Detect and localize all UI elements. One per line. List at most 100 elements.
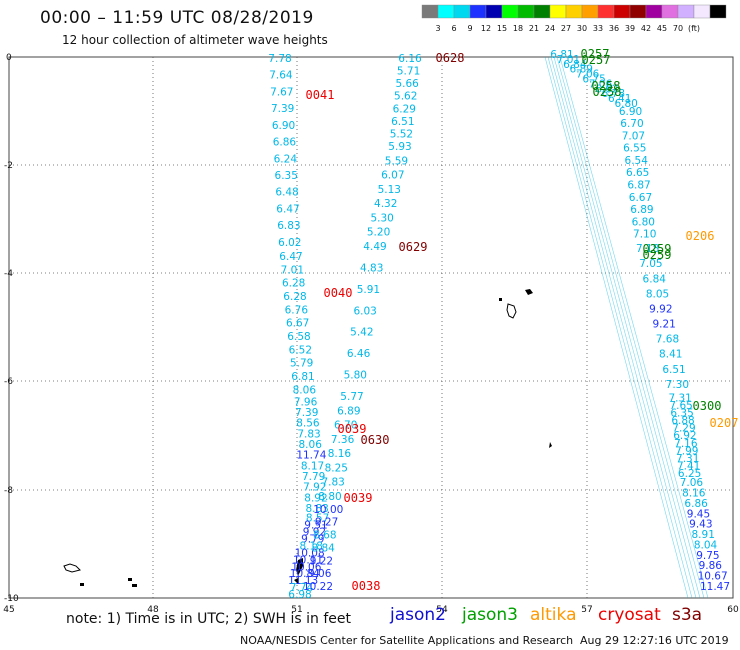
swh-value: 9.92 xyxy=(649,303,672,315)
track-line xyxy=(550,56,697,599)
swh-value: 6.47 xyxy=(276,203,299,215)
swh-value: 6.35 xyxy=(670,408,693,420)
y-tick-label: -6 xyxy=(4,377,13,387)
swh-value: 9.92 xyxy=(303,527,326,539)
swh-value: 4.32 xyxy=(374,198,397,210)
swh-value: 5.66 xyxy=(395,78,419,90)
scale-label: 42 xyxy=(641,24,651,33)
swh-value: 7.05 xyxy=(639,258,662,270)
pass-time: 0630 xyxy=(361,433,390,447)
swh-value: 7.92 xyxy=(303,482,326,494)
swh-value: 7.18 xyxy=(636,243,659,255)
swh-value: 7.68 xyxy=(656,334,679,346)
swh-value: 8.41 xyxy=(659,349,682,361)
scale-label: 6 xyxy=(451,24,456,33)
swh-value: 6.41 xyxy=(608,93,631,105)
satellite-tracks xyxy=(544,56,709,599)
wave-height-labels: 7.78 7.64 7.67 7.39 6.90 6.86 6.24 6.35 6.48 6.47… xyxy=(268,49,730,601)
swh-value: 6.81 xyxy=(550,49,573,61)
scale-swatch xyxy=(709,4,727,19)
scale-label: 12 xyxy=(481,24,491,33)
pass-time: 0259 xyxy=(643,248,672,262)
swh-value: 5.71 xyxy=(397,66,420,78)
pass-time: 0257 xyxy=(581,47,610,61)
pass-time: 0041 xyxy=(306,88,335,102)
scale-label: 70 xyxy=(673,24,683,33)
legend-jason3: jason3 xyxy=(462,605,518,625)
pass-time: 0040 xyxy=(324,286,353,300)
swh-value: 7.06 xyxy=(576,69,600,81)
map-grid: 45 48 51 54 57 60 0 -2 -4 -6 -8 -10 xyxy=(3,53,739,615)
swh-value: 8.18 xyxy=(300,540,323,552)
swh-value: 6.83 xyxy=(277,220,300,232)
swh-value: 6.29 xyxy=(393,103,416,115)
coast xyxy=(128,578,132,581)
swh-value: 7.31 xyxy=(676,453,699,465)
pass-time: 0206 xyxy=(686,229,715,243)
scale-label: 9 xyxy=(467,24,472,33)
scale-label: 36 xyxy=(609,24,619,33)
pass-time: 0257 xyxy=(582,53,611,67)
scale-swatch xyxy=(613,4,631,19)
swh-value: 7.07 xyxy=(622,130,645,142)
scale-swatch xyxy=(501,4,519,19)
scale-swatch xyxy=(661,4,679,19)
swh-value: 6.51 xyxy=(662,364,685,376)
island xyxy=(549,442,552,448)
scale-swatch xyxy=(565,4,583,19)
coast xyxy=(80,583,84,586)
swh-value: 9.79 xyxy=(301,534,324,546)
swh-value: 4.49 xyxy=(363,241,386,253)
legend-cryosat: cryosat xyxy=(598,605,661,625)
land-masses xyxy=(63,289,552,587)
scale-swatch xyxy=(549,4,567,19)
legend-altika: altika xyxy=(530,605,577,625)
swh-value: 10.11 xyxy=(293,554,323,566)
track-line xyxy=(559,56,709,599)
swh-value: 6.16 xyxy=(398,53,422,65)
swh-value: 6.86 xyxy=(273,137,297,149)
swh-value: 6.65 xyxy=(626,167,649,179)
footer-note: note: 1) Time is in UTC; 2) SWH is in fe… xyxy=(66,611,352,627)
swh-value: 6.55 xyxy=(623,143,646,155)
swh-value: 6.51 xyxy=(391,116,414,128)
swh-value: 6.81 xyxy=(291,371,314,383)
swh-value: 5.79 xyxy=(290,358,313,370)
y-tick-label: -4 xyxy=(4,269,13,279)
y-tick-label: -10 xyxy=(4,594,19,604)
swh-value: 5.80 xyxy=(344,370,367,382)
scale-label: 15 xyxy=(497,24,507,33)
map-title: 00:00 – 11:59 UTC 08/28/2019 xyxy=(40,8,314,28)
coast xyxy=(296,558,303,576)
pass-time: 0628 xyxy=(436,51,465,65)
swh-value: 6.80 xyxy=(632,216,655,228)
swh-value: 7.65 xyxy=(669,400,692,412)
swh-value: 8.57 xyxy=(306,513,329,525)
scale-swatch xyxy=(453,4,471,19)
swh-value: 6.67 xyxy=(629,192,652,204)
swh-value: 7.06 xyxy=(589,78,613,90)
swh-value: 5.62 xyxy=(394,91,417,103)
swh-value: 5.13 xyxy=(378,184,401,196)
x-tick-label: 51 xyxy=(291,605,302,615)
legend-jason2: jason2 xyxy=(390,605,446,625)
scale-swatch xyxy=(629,4,647,19)
swh-value: 8.04 xyxy=(694,539,718,551)
swh-value: 6.89 xyxy=(630,204,653,216)
scale-swatch xyxy=(517,4,535,19)
swh-value: 6.89 xyxy=(337,405,360,417)
swh-value: 6.46 xyxy=(347,348,371,360)
pass-time: 0207 xyxy=(710,416,739,430)
swh-value: 7.16 xyxy=(674,438,698,450)
scale-swatch xyxy=(597,4,615,19)
swh-value: 9.21 xyxy=(652,319,675,331)
scale-swatch xyxy=(421,4,439,19)
swh-value: 7.01 xyxy=(281,264,304,276)
pass-time: 0258 xyxy=(592,79,621,93)
swh-value: 5.91 xyxy=(357,284,380,296)
swh-value: 8.16 xyxy=(682,488,706,500)
swh-value: 6.92 xyxy=(673,430,696,442)
swh-value: 8.06 xyxy=(299,439,323,451)
track-line xyxy=(547,56,693,599)
